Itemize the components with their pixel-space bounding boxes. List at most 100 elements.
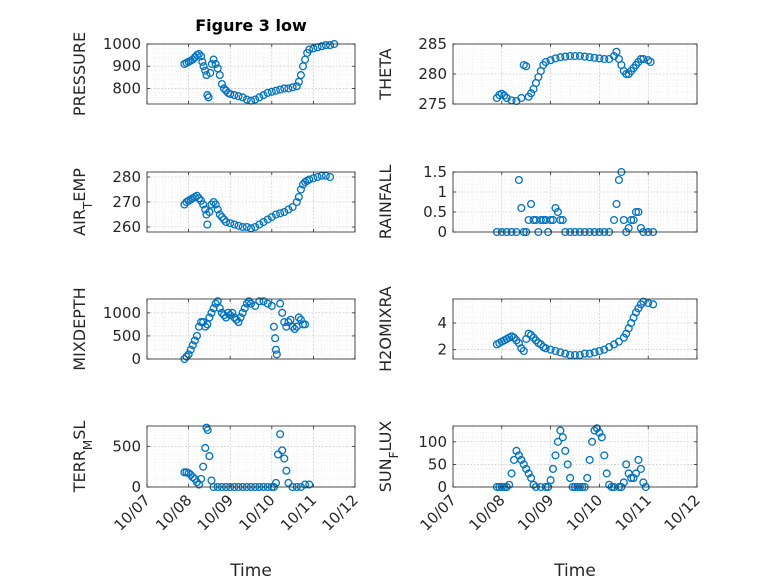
data-point xyxy=(288,322,297,331)
data-point xyxy=(629,473,638,483)
data-point xyxy=(541,344,550,353)
data-point xyxy=(301,320,310,329)
x-tick-label: 10/12 xyxy=(319,491,362,534)
data-point xyxy=(219,215,229,224)
data-point xyxy=(182,352,191,361)
data-point xyxy=(201,322,210,331)
subplot-h2omixra: 2 4 H2OMIXRA xyxy=(376,286,698,372)
y-tick-label: 1000 xyxy=(103,304,141,322)
data-point xyxy=(629,215,638,225)
data-point xyxy=(636,223,645,233)
data-point xyxy=(325,172,335,182)
data-point xyxy=(551,451,560,460)
data-point xyxy=(263,88,272,97)
y-tick-label: 1000 xyxy=(103,35,141,53)
data-point xyxy=(570,51,580,61)
data-point xyxy=(213,297,222,306)
data-point xyxy=(524,469,533,478)
data-point xyxy=(219,84,229,93)
axes-box xyxy=(146,171,356,233)
data-point xyxy=(580,52,589,61)
data-point xyxy=(259,297,268,306)
data-point xyxy=(546,476,555,485)
y-axis-label: TERRMSL xyxy=(70,421,95,494)
data-point xyxy=(242,222,251,232)
plot-area xyxy=(147,172,355,232)
data-point xyxy=(556,426,565,435)
data-point xyxy=(211,200,220,209)
axes-box xyxy=(146,298,356,360)
data-point xyxy=(597,433,606,442)
data-point xyxy=(517,203,526,213)
data-point xyxy=(551,54,560,63)
data-point xyxy=(271,345,281,354)
data-point xyxy=(605,480,614,489)
data-point xyxy=(639,54,648,64)
y-tick-label: 500 xyxy=(112,327,141,345)
data-point xyxy=(188,473,197,482)
data-point xyxy=(236,313,245,322)
data-point xyxy=(519,460,528,469)
data-point xyxy=(206,68,215,77)
data-point xyxy=(201,66,210,75)
data-point xyxy=(288,83,297,92)
figure-title: Figure 3 low xyxy=(195,16,307,35)
data-point xyxy=(205,452,214,461)
y-tick-label: 0.5 xyxy=(423,203,447,221)
y-tick-label: 1 xyxy=(437,183,447,201)
data-point xyxy=(636,464,645,473)
data-point xyxy=(215,210,224,219)
data-point xyxy=(631,469,641,478)
data-point xyxy=(546,56,555,65)
subplot-terr-msl: 0 500 TERRMSL 10/0710/0810/0910/1010/1110/1… xyxy=(70,421,362,581)
data-point xyxy=(221,217,231,227)
data-point xyxy=(536,215,545,225)
data-point xyxy=(205,207,214,217)
data-point xyxy=(199,462,208,471)
data-point xyxy=(580,349,589,358)
data-point xyxy=(639,297,648,306)
data-point xyxy=(199,62,208,71)
data-point xyxy=(194,49,204,59)
data-point xyxy=(263,215,272,224)
data-point xyxy=(255,297,264,306)
data-point xyxy=(221,313,231,322)
y-tick-label: 275 xyxy=(418,95,447,113)
data-point xyxy=(514,175,523,185)
data-point xyxy=(198,57,207,66)
y-tick-label: 270 xyxy=(112,193,141,211)
plot-area xyxy=(147,426,355,487)
y-axis-label: MIXDEPTH xyxy=(70,287,89,370)
y-tick-label: 0 xyxy=(131,478,141,496)
data-point xyxy=(590,348,599,357)
data-point xyxy=(251,301,260,310)
data-point xyxy=(585,349,594,358)
x-axis-label: Time xyxy=(553,561,596,581)
data-point xyxy=(553,437,562,446)
data-point xyxy=(242,95,251,104)
data-point xyxy=(238,308,247,317)
data-point xyxy=(646,57,655,67)
axes-box xyxy=(452,298,698,360)
data-point xyxy=(619,478,628,487)
x-tick-label: 10/11 xyxy=(612,491,655,534)
data-point xyxy=(288,202,297,212)
data-point xyxy=(561,446,570,455)
data-point xyxy=(602,469,611,478)
data-point xyxy=(512,446,521,455)
data-point xyxy=(188,341,197,350)
plot-area xyxy=(147,44,355,104)
data-point xyxy=(294,192,303,202)
y-tick-label: 260 xyxy=(112,218,141,236)
y-tick-label: 285 xyxy=(418,35,447,53)
data-point xyxy=(203,320,212,329)
data-point xyxy=(527,89,536,98)
y-tick-label: 0 xyxy=(437,478,447,496)
data-point xyxy=(590,53,599,62)
data-point xyxy=(563,460,572,469)
data-point xyxy=(267,87,276,96)
data-point xyxy=(546,215,555,225)
data-point xyxy=(280,84,289,93)
data-point xyxy=(583,473,592,483)
